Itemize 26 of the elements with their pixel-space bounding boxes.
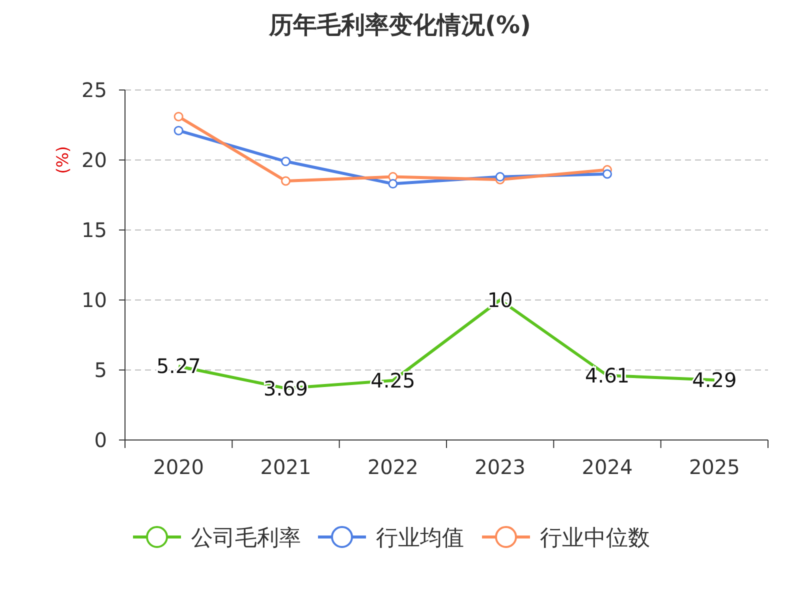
legend-label: 公司毛利率	[191, 526, 301, 551]
point	[281, 176, 290, 186]
y-tick-label: 20	[82, 148, 107, 172]
y-tick-label: 10	[82, 288, 107, 312]
x-tick-label: 2024	[582, 455, 633, 479]
x-tick-label: 2022	[367, 455, 418, 479]
point	[174, 126, 184, 136]
point	[495, 172, 505, 182]
point	[174, 112, 184, 122]
chart-title: 历年毛利率变化情况(%)	[268, 11, 531, 39]
x-tick-label: 2025	[688, 455, 740, 479]
y-tick-label: 0	[94, 428, 107, 452]
x-tick-label: 2023	[474, 455, 526, 479]
legend-label: 行业中位数	[540, 526, 650, 551]
y-axis-title: (%)	[53, 146, 72, 174]
x-tick-label: 2021	[260, 455, 312, 479]
data-label: 4.29	[692, 368, 737, 392]
point	[602, 169, 612, 179]
y-tick-label: 5	[94, 358, 107, 382]
legend-label: 行业均值	[376, 526, 464, 551]
data-label: 5.27	[156, 354, 201, 378]
y-tick-label: 15	[82, 218, 107, 242]
point	[388, 179, 398, 189]
point	[281, 156, 290, 166]
x-tick-label: 2020	[153, 455, 204, 479]
y-tick-label: 25	[82, 78, 107, 102]
